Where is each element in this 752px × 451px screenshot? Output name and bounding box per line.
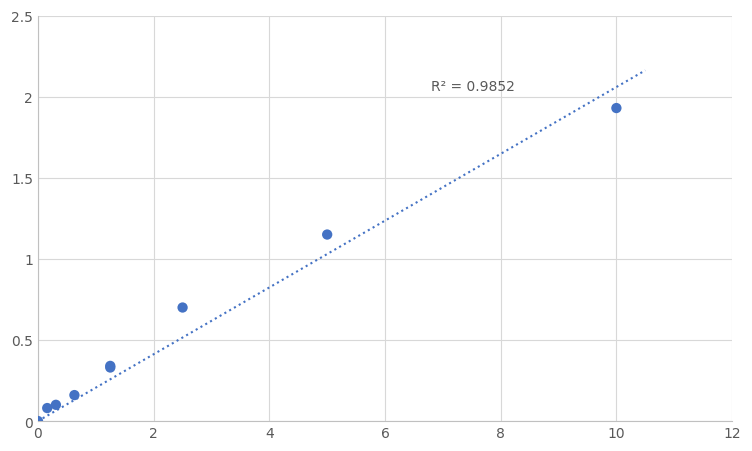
Point [50, 401, 62, 409]
Text: R² = 0.9852: R² = 0.9852 [432, 80, 515, 94]
Point [41, 405, 53, 412]
Point [32, 418, 44, 425]
Point [105, 364, 117, 371]
Point [177, 304, 189, 312]
Point [321, 231, 333, 239]
Point [105, 363, 117, 370]
Point [611, 105, 623, 112]
Point [68, 391, 80, 399]
